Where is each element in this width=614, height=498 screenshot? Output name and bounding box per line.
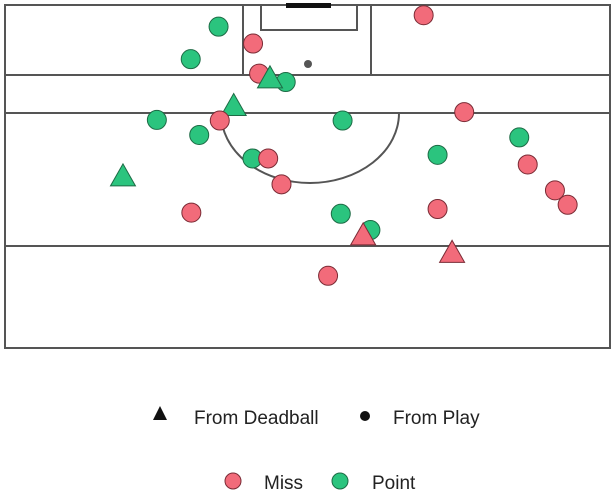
legend-label-miss: Miss [264, 473, 303, 494]
shot-point-play-point-12 [189, 124, 210, 145]
shot-point-play-miss-20 [544, 180, 565, 201]
legend-label-point: Point [372, 473, 416, 494]
legend: From Deadball From Play Miss Point [153, 406, 480, 494]
shot-point-play-miss-19 [271, 174, 292, 195]
shot-point-play-point-1 [208, 16, 229, 37]
shot-point-play-point-14 [427, 144, 448, 165]
shot-point-deadball-point-7 [220, 92, 248, 116]
fill-legend: Miss Point [224, 472, 416, 494]
small-box [260, 4, 358, 31]
semi-circle-arc [220, 112, 400, 184]
shot-point-play-miss-10 [209, 110, 230, 131]
shot-point-play-miss-16 [258, 148, 279, 169]
shot-point-deadball-miss-26 [349, 221, 377, 246]
shot-point-play-point-9 [146, 109, 167, 130]
legend-dot-icon [360, 411, 370, 421]
shot-point-play-miss-0 [413, 5, 434, 26]
shot-point-play-miss-2 [243, 33, 264, 54]
shot-point-play-miss-22 [427, 198, 448, 219]
shot-point-play-point-3 [180, 49, 201, 70]
legend-triangle-icon [153, 406, 167, 420]
shot-point-deadball-point-18 [109, 162, 137, 187]
legend-point-swatch [331, 472, 349, 490]
shot-point-play-miss-28 [318, 265, 339, 286]
pitch [4, 3, 611, 349]
shot-point-deadball-point-6 [256, 64, 284, 89]
shape-legend: From Deadball From Play [153, 406, 480, 429]
shot-point-play-miss-17 [517, 154, 538, 175]
goal-bar [286, 3, 331, 8]
shot-point-play-miss-23 [181, 202, 202, 223]
shot-marks [109, 5, 578, 286]
shot-point-play-point-24 [330, 203, 351, 224]
shot-point-deadball-miss-27 [438, 239, 466, 263]
legend-label-deadball: From Deadball [194, 408, 319, 429]
legend-miss-swatch [224, 472, 242, 490]
penalty-spot [304, 60, 312, 68]
shot-point-play-point-13 [509, 127, 530, 148]
shot-point-play-miss-21 [557, 194, 578, 215]
pitch-outline [4, 4, 611, 349]
shot-point-play-miss-8 [454, 102, 475, 123]
shot-point-play-point-11 [332, 110, 353, 131]
legend-label-play: From Play [393, 408, 480, 429]
